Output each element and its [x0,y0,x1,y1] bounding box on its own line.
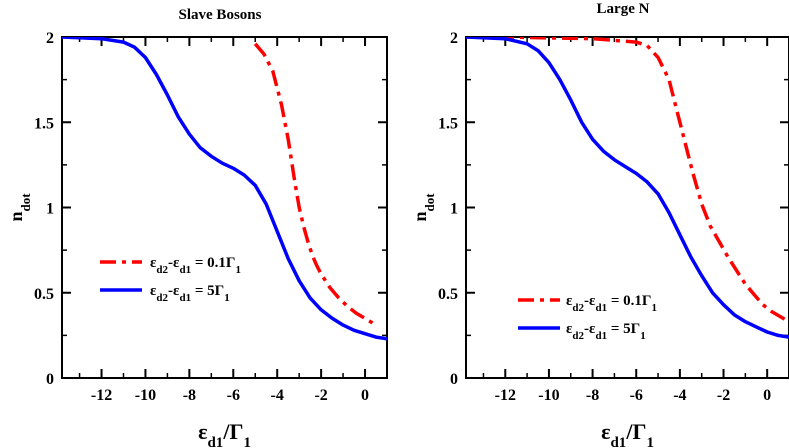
series-line-1 [253,42,377,327]
legend-sub: d2 [156,264,168,276]
legend-sub: 1 [224,292,230,304]
y-tick-label: 2 [450,30,458,47]
x-axis-label: εd1/Γ1 [198,419,251,448]
x-tick-label: -12 [495,387,516,404]
legend-dash: - [168,283,173,299]
x-label-sub2: 1 [646,435,654,448]
legend-dash: - [584,293,589,309]
legend-rest: = 5Γ [607,321,640,337]
legend-sub: d1 [179,264,191,276]
x-tick-label: -4 [271,387,284,404]
legend-rest: = 0.1Γ [607,293,651,309]
y-tick-label: 1.5 [438,115,458,132]
legend-dash: - [168,255,173,271]
y-tick-label: 2 [46,30,54,47]
legend-eps: ε [589,293,596,309]
x-label-main2: Γ [632,419,646,444]
x-label-sub: d1 [610,435,626,448]
y-tick-label: 0 [46,371,54,388]
y-label-sub: dot [18,193,33,212]
x-axis-label: εd1/Γ1 [601,419,654,448]
chart-panel-2: Large N-12 -10 -8 -6 -4 -2 000.511.52εd1/Γ1ndo… [410,1,789,448]
y-tick-label: 0 [450,371,458,388]
chart-title: Slave Bosons [179,7,262,23]
legend-eps: ε [150,283,157,299]
x-tick-label: -2 [314,387,327,404]
y-tick-label: 1.5 [34,115,54,132]
x-tick-label: -8 [586,387,599,404]
y-axis-label: ndot [410,193,437,222]
plot-frame [61,36,388,379]
y-tick-label: 1 [46,201,54,218]
y-tick-label: 0.5 [34,286,54,303]
chart-title: Large N [597,1,650,17]
y-tick-label: 1 [450,201,458,218]
legend-label: εd2-εd1 = 0.1Γ1 [150,255,241,276]
legend-sub: 1 [235,264,241,276]
y-axis-label: ndot [6,193,33,222]
legend-sub: d1 [595,330,607,342]
x-label-sub: d1 [207,435,223,448]
x-tick-label: 0 [763,387,771,404]
legend-eps: ε [566,321,573,337]
legend-sub: d2 [572,330,584,342]
x-tick-label: -12 [91,387,112,404]
x-label-sep: / [625,419,633,444]
x-label-main: ε [198,419,207,444]
x-tick-label: -2 [717,387,730,404]
legend-sub: d2 [156,292,168,304]
legend-dash: - [584,321,589,337]
legend-label: εd2-εd1 = 5Γ1 [150,283,230,304]
chart-panel-1: Slave Bosons-12 -10 -8 -6 -4 -2 000.511.52εd1/… [6,7,388,448]
legend-eps: ε [150,255,157,271]
x-label-main: ε [601,419,610,444]
legend-eps: ε [173,283,180,299]
y-tick-label: 0.5 [438,286,458,303]
legend-sub: d1 [595,302,607,314]
series-line-2 [466,37,789,339]
legend-label: εd2-εd1 = 0.1Γ1 [566,293,657,314]
legend-eps: ε [589,321,596,337]
x-label-sub2: 1 [243,435,251,448]
x-tick-label: -4 [673,387,686,404]
x-tick-label: -6 [227,387,240,404]
series-line-1 [466,37,789,324]
legend-rest: = 5Γ [191,283,224,299]
legend-sub: 1 [640,330,646,342]
legend-label: εd2-εd1 = 5Γ1 [566,321,646,342]
x-tick-label: -10 [135,387,156,404]
x-label-sep: / [222,419,230,444]
legend-eps: ε [173,255,180,271]
x-tick-label: -8 [183,387,196,404]
legend-sub: d2 [572,302,584,314]
x-tick-label: -6 [630,387,643,404]
legend-sub: d1 [179,292,191,304]
legend-sub: 1 [651,302,657,314]
series-line-2 [62,37,387,341]
x-tick-label: -10 [538,387,559,404]
y-label-sub: dot [422,193,437,212]
x-label-main2: Γ [229,419,243,444]
y-label-main: n [410,212,430,222]
legend-eps: ε [566,293,573,309]
x-tick-label: 0 [361,387,369,404]
legend-rest: = 0.1Γ [191,255,235,271]
y-label-main: n [6,212,26,222]
